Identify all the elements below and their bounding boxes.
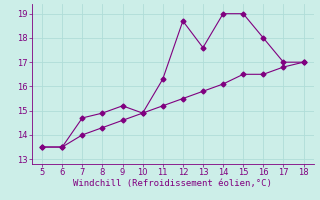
X-axis label: Windchill (Refroidissement éolien,°C): Windchill (Refroidissement éolien,°C): [73, 179, 272, 188]
